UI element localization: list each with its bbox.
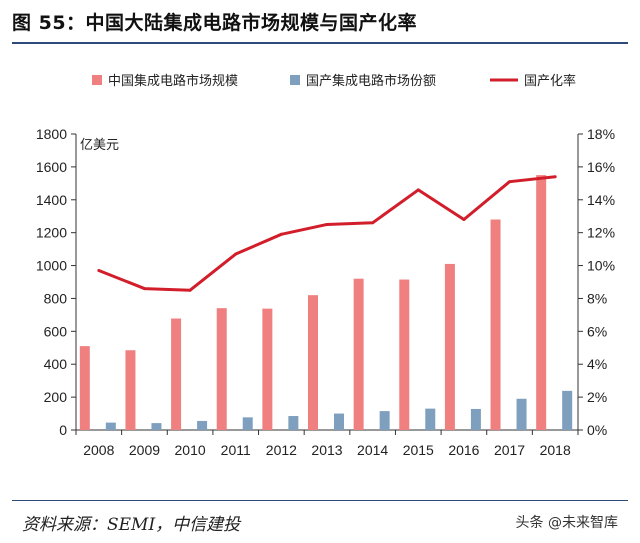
bar-market-size	[444, 263, 455, 430]
legend-label-market-size: 中国集成电路市场规模	[108, 73, 238, 88]
x-tick-label: 2017	[494, 442, 525, 458]
figure-title: 图 55：中国大陆集成电路市场规模与国产化率	[12, 12, 418, 34]
left-axis-unit-label: 亿美元	[80, 137, 119, 152]
bar-market-size	[490, 219, 501, 430]
bar-market-size	[216, 308, 227, 430]
bar-domestic-share	[288, 416, 299, 430]
bar-market-size	[536, 175, 547, 430]
bar-domestic-share	[425, 408, 436, 430]
bar-domestic-share	[151, 423, 162, 430]
left-tick-label: 800	[44, 290, 68, 306]
bar-domestic-share	[242, 417, 253, 430]
legend-label-localization-rate: 国产化率	[524, 73, 576, 88]
right-tick-label: 6%	[587, 323, 607, 339]
left-tick-label: 1200	[36, 225, 67, 241]
line-point-localization-rate	[371, 221, 375, 225]
left-tick-label: 400	[44, 356, 68, 372]
left-tick-label: 200	[44, 389, 68, 405]
x-tick-label: 2012	[266, 442, 297, 458]
legend-label-domestic-share: 国产集成电路市场份额	[306, 73, 436, 88]
right-tick-label: 14%	[587, 192, 615, 208]
right-tick-label: 4%	[587, 356, 607, 372]
source-note: 资料来源：SEMI，中信建投	[22, 515, 241, 535]
left-tick-label: 0	[59, 422, 67, 438]
watermark-text: 头条 @未来智库	[515, 515, 618, 531]
bar-domestic-share	[470, 408, 481, 430]
x-tick-label: 2008	[83, 442, 114, 458]
combo-chart: 0 200 400 600 800 1000 1200 1400 1600 1800 0% 2% 4% 6…	[36, 73, 615, 458]
x-tick-label: 2014	[357, 442, 388, 458]
line-point-localization-rate	[325, 222, 329, 226]
bar-market-size	[171, 318, 182, 430]
left-tick-label: 600	[44, 323, 68, 339]
x-tick-label: 2011	[221, 442, 251, 458]
right-tick-label: 8%	[587, 290, 607, 306]
bar-market-size	[125, 350, 136, 430]
right-tick-label: 12%	[587, 225, 615, 241]
x-tick-label: 2013	[311, 442, 342, 458]
bar-domestic-share	[105, 422, 116, 430]
left-tick-label: 1000	[36, 258, 67, 274]
x-tick-label: 2010	[175, 442, 206, 458]
bar-domestic-share	[379, 411, 390, 430]
footer-divider	[12, 500, 628, 501]
line-point-localization-rate	[508, 180, 512, 184]
line-point-localization-rate	[416, 188, 420, 192]
bar-domestic-share	[562, 390, 573, 430]
legend-swatch-domestic-share	[290, 75, 300, 85]
left-tick-label: 1600	[36, 159, 67, 175]
line-point-localization-rate	[279, 232, 283, 236]
chart-area: 0 200 400 600 800 1000 1200 1400 1600 1800 0% 2% 4% 6…	[0, 44, 640, 494]
bar-domestic-share	[516, 398, 527, 430]
bar-market-size	[353, 278, 364, 430]
bar-market-size	[79, 346, 90, 430]
bar-domestic-share	[334, 413, 344, 430]
right-tick-label: 0%	[587, 422, 607, 438]
right-tick-label: 16%	[587, 159, 615, 175]
line-point-localization-rate	[553, 175, 557, 179]
x-tick-label: 2009	[129, 442, 160, 458]
line-point-localization-rate	[97, 268, 101, 272]
line-point-localization-rate	[462, 218, 466, 222]
x-tick-label: 2018	[540, 442, 571, 458]
left-tick-label: 1400	[36, 192, 67, 208]
line-point-localization-rate	[142, 287, 146, 291]
bar-market-size	[308, 295, 318, 430]
line-localization-rate	[98, 175, 556, 292]
right-tick-label: 18%	[587, 126, 615, 142]
bar-market-size	[262, 308, 273, 430]
line-point-localization-rate	[234, 252, 238, 256]
right-tick-label: 2%	[587, 389, 607, 405]
x-tick-label: 2015	[403, 442, 434, 458]
line-point-localization-rate	[188, 288, 192, 292]
left-tick-label: 1800	[36, 126, 67, 142]
right-tick-label: 10%	[587, 258, 615, 274]
bar-market-size	[399, 279, 410, 430]
x-tick-label: 2016	[448, 442, 479, 458]
bar-domestic-share	[197, 420, 208, 430]
title-divider	[12, 42, 628, 44]
legend-swatch-market-size	[92, 75, 102, 85]
